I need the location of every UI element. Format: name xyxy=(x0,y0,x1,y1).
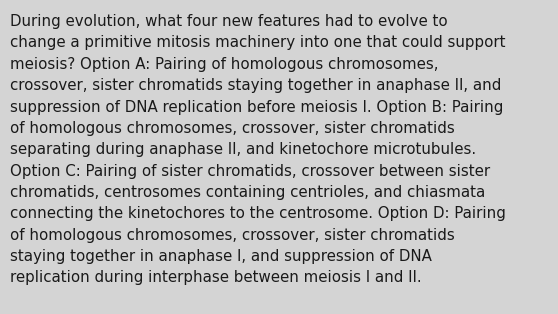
Text: During evolution, what four new features had to evolve to: During evolution, what four new features… xyxy=(10,14,448,29)
Text: of homologous chromosomes, crossover, sister chromatids: of homologous chromosomes, crossover, si… xyxy=(10,121,455,136)
Text: staying together in anaphase I, and suppression of DNA: staying together in anaphase I, and supp… xyxy=(10,249,432,264)
Text: suppression of DNA replication before meiosis I. Option B: Pairing: suppression of DNA replication before me… xyxy=(10,100,503,115)
Text: change a primitive mitosis machinery into one that could support: change a primitive mitosis machinery int… xyxy=(10,35,506,51)
Text: Option C: Pairing of sister chromatids, crossover between sister: Option C: Pairing of sister chromatids, … xyxy=(10,164,490,179)
Text: meiosis? Option A: Pairing of homologous chromosomes,: meiosis? Option A: Pairing of homologous… xyxy=(10,57,439,72)
Text: crossover, sister chromatids staying together in anaphase II, and: crossover, sister chromatids staying tog… xyxy=(10,78,502,93)
Text: separating during anaphase II, and kinetochore microtubules.: separating during anaphase II, and kinet… xyxy=(10,142,476,157)
Text: connecting the kinetochores to the centrosome. Option D: Pairing: connecting the kinetochores to the centr… xyxy=(10,206,506,221)
Text: chromatids, centrosomes containing centrioles, and chiasmata: chromatids, centrosomes containing centr… xyxy=(10,185,485,200)
Text: of homologous chromosomes, crossover, sister chromatids: of homologous chromosomes, crossover, si… xyxy=(10,228,455,243)
Text: replication during interphase between meiosis I and II.: replication during interphase between me… xyxy=(10,270,422,285)
